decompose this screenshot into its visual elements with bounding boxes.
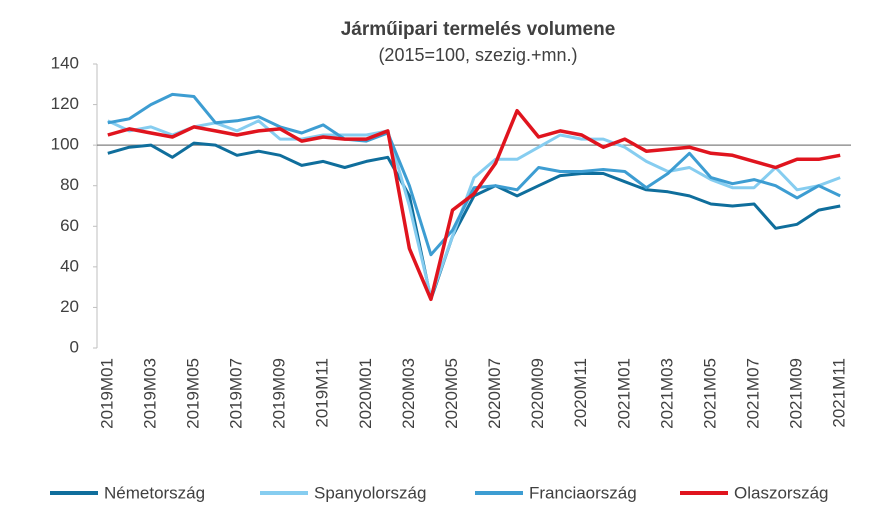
x-tick-label: 2020M05 — [442, 358, 461, 429]
x-tick-label: 2019M01 — [97, 358, 116, 429]
series-line — [107, 108, 841, 302]
legend-label: Olaszország — [734, 483, 828, 502]
x-tick-label: 2021M11 — [830, 358, 849, 428]
x-tick-label: 2020M07 — [485, 358, 504, 429]
y-tick-label: 0 — [70, 337, 79, 356]
y-tick-label: 100 — [51, 135, 79, 154]
chart-title: Járműipari termelés volumene — [341, 19, 616, 40]
x-tick-label: 2021M07 — [744, 358, 763, 429]
x-tick-label: 2019M03 — [140, 358, 159, 429]
x-tick-label: 2019M07 — [227, 358, 246, 429]
x-tick-label: 2020M03 — [399, 358, 418, 429]
series-line — [107, 141, 841, 301]
x-tick-label: 2019M05 — [183, 358, 202, 429]
x-tick-label: 2020M01 — [356, 358, 375, 429]
y-tick-label: 20 — [60, 297, 79, 316]
x-tick-label: 2021M01 — [614, 358, 633, 429]
y-tick-label: 140 — [51, 53, 79, 72]
y-tick-label: 80 — [60, 175, 79, 194]
y-tick-label: 60 — [60, 216, 79, 235]
series-line — [107, 92, 841, 257]
x-tick-label: 2021M09 — [787, 358, 806, 429]
y-tick-label: 120 — [51, 94, 79, 113]
legend-label: Spanyolország — [314, 483, 426, 502]
legend-label: Franciaország — [529, 483, 637, 502]
x-tick-label: 2020M09 — [528, 358, 547, 429]
chart-subtitle: (2015=100, szezig.+mn.) — [378, 45, 577, 65]
x-tick-label: 2019M11 — [313, 358, 332, 428]
x-tick-label: 2020M11 — [571, 358, 590, 428]
x-tick-label: 2019M09 — [270, 358, 289, 429]
legend-label: Németország — [104, 483, 205, 502]
x-tick-label: 2021M05 — [700, 358, 719, 429]
x-tick-label: 2021M03 — [657, 358, 676, 429]
series-line — [107, 119, 841, 299]
y-tick-label: 40 — [60, 256, 79, 275]
